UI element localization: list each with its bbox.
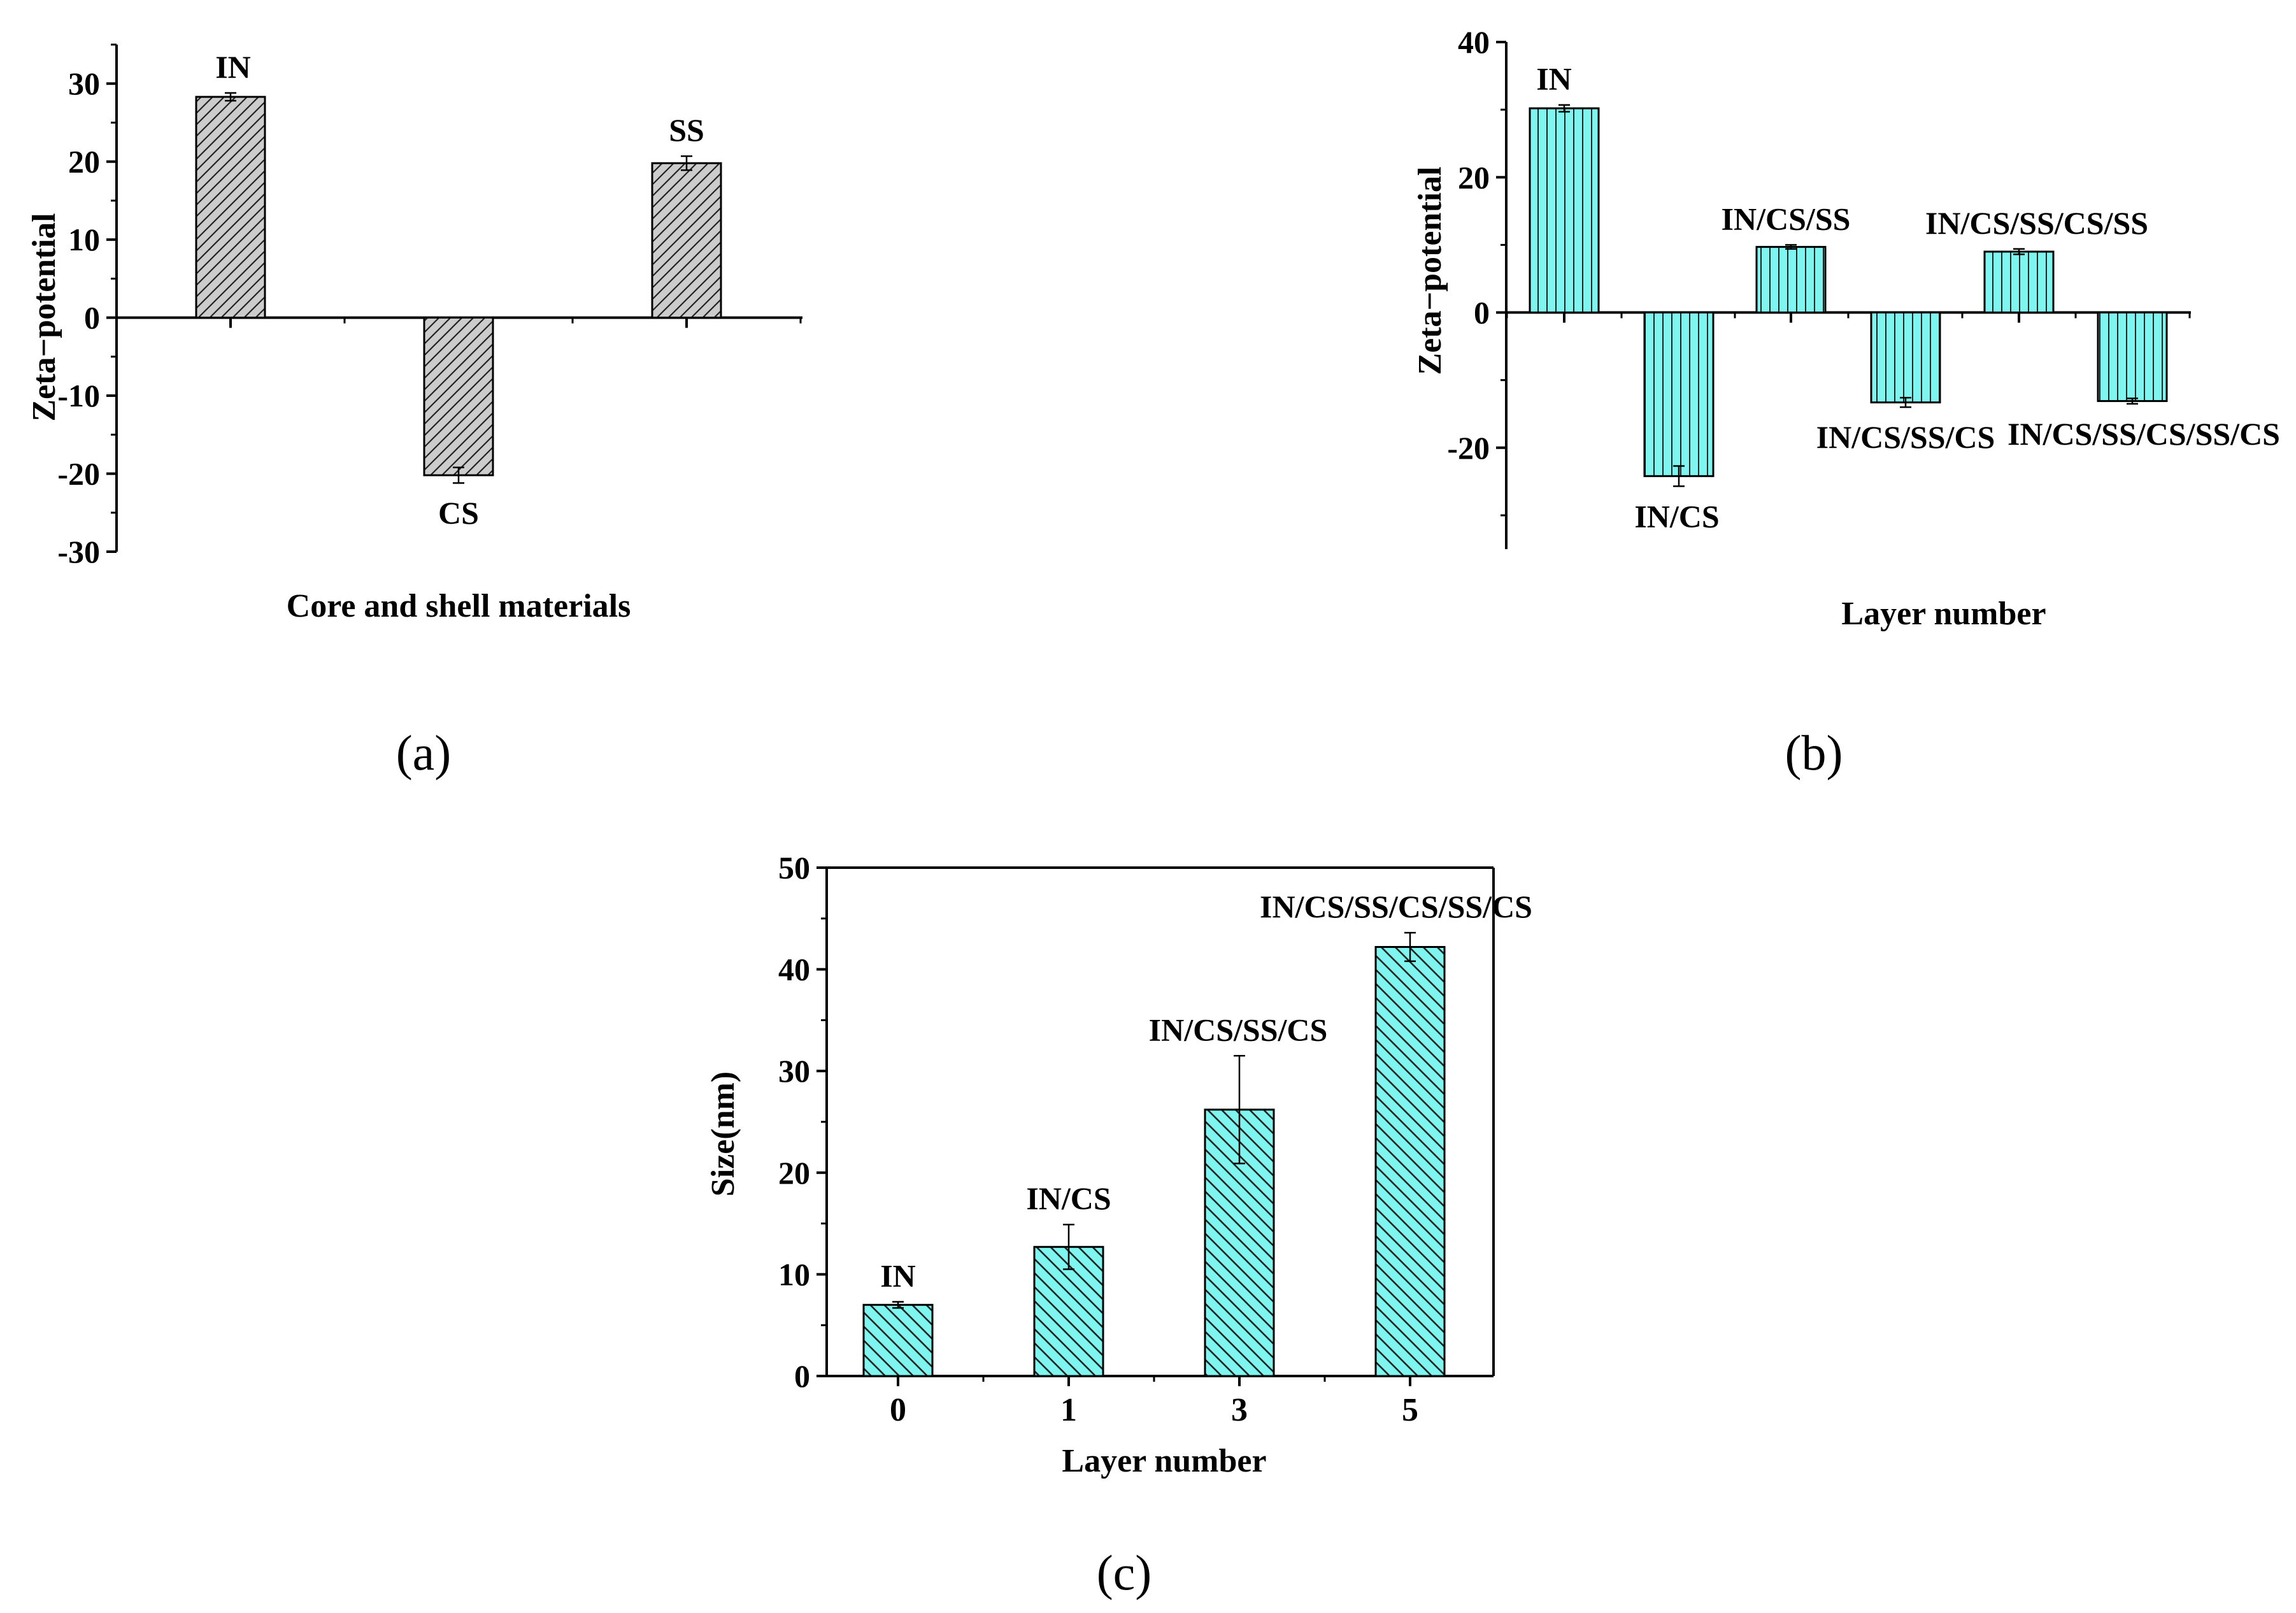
bar-label-0: IN [1536, 61, 1572, 97]
y-tick-label: 20 [1458, 159, 1490, 195]
y-tick-label: 50 [778, 850, 810, 885]
panel-b-chart: -20 0 20 40 IN IN/CS IN/CS/SS IN/CS/SS/CS IN/CS… [1412, 24, 2280, 780]
panel-c-chart: 0 10 20 30 40 50 0 1 3 5 IN IN/CS IN/CS/SS/CS IN/CS/… [705, 850, 1532, 1600]
bar-0 [1529, 107, 1600, 314]
bar-4 [1983, 250, 2055, 314]
panel-c-y-axis-title: Size(nm) [705, 1072, 741, 1196]
bar-2 [651, 162, 722, 319]
bar-label-1: IN/CS [1634, 498, 1719, 534]
bar-label-2: IN/CS/SS/CS [1149, 1012, 1328, 1047]
bar-label-3: IN/CS/SS/CS/SS/CS [1260, 889, 1532, 924]
panel-a-y-axis-title: Zeta−potential [26, 213, 62, 421]
bar-0 [195, 96, 266, 319]
y-tick-label: -10 [57, 378, 100, 413]
bar-5 [2097, 312, 2168, 403]
panel-c-bars: IN IN/CS IN/CS/SS/CS IN/CS/SS/CS/SS/CS [862, 889, 1532, 1377]
panel-b-x-axis-title: Layer number [1841, 596, 2046, 632]
panel-a-axes: -30 -20 -10 0 10 20 30 [57, 43, 802, 570]
y-tick-label: 10 [778, 1256, 810, 1292]
bar-1 [423, 317, 494, 477]
y-tick-label: 0 [1474, 295, 1490, 331]
panel-b-label: (b) [1785, 725, 1843, 780]
bar-label-0: IN [880, 1258, 916, 1293]
panel-a-chart: -30 -20 -10 0 10 20 30 IN CS SS Zeta−potential C… [26, 43, 802, 780]
bar-label-2: SS [669, 112, 704, 148]
bar-3 [1374, 945, 1446, 1377]
bar-label-2: IN/CS/SS [1722, 201, 1851, 236]
panel-a-label: (a) [396, 725, 452, 780]
y-tick-label: 40 [1458, 24, 1490, 60]
panel-c-label: (c) [1097, 1545, 1152, 1600]
y-tick-label: 20 [68, 144, 100, 180]
y-tick-label: 40 [778, 952, 810, 987]
y-tick-label: 30 [778, 1053, 810, 1089]
y-tick-label: 10 [68, 222, 100, 257]
y-tick-label: -20 [1447, 430, 1490, 466]
panel-b-y-axis-title: Zeta−potential [1412, 166, 1448, 375]
x-tick-label: 0 [890, 1392, 906, 1428]
panel-a-x-axis-title: Core and shell materials [287, 588, 631, 624]
y-tick-label: -20 [57, 456, 100, 492]
bar-1 [1033, 1245, 1104, 1377]
panel-a-bars: IN CS SS [195, 49, 722, 531]
panel-b-axes: -20 0 20 40 [1447, 24, 2191, 549]
panel-b-bars: IN IN/CS IN/CS/SS IN/CS/SS/CS IN/CS/SS/CS/SS… [1529, 61, 2280, 534]
bar-label-1: IN/CS [1026, 1180, 1111, 1216]
bar-2 [1755, 246, 1827, 314]
bar-0 [862, 1303, 934, 1377]
bar-3 [1870, 312, 1941, 404]
bar-label-5: IN/CS/SS/CS/SS/CS [2007, 416, 2280, 452]
x-tick-label: 5 [1402, 1392, 1418, 1428]
y-tick-label: 30 [68, 66, 100, 101]
x-tick-label: 3 [1231, 1392, 1248, 1428]
y-tick-label: -30 [57, 534, 100, 570]
y-tick-label: 0 [794, 1358, 810, 1394]
bar-label-0: IN [215, 49, 251, 85]
panel-c-x-axis-title: Layer number [1062, 1443, 1266, 1479]
bar-label-1: CS [438, 495, 479, 531]
bar-label-3: IN/CS/SS/CS [1816, 419, 1995, 455]
bar-label-4: IN/CS/SS/CS/SS [1925, 205, 2148, 241]
bar-1 [1643, 312, 1715, 477]
y-tick-label: 0 [84, 300, 100, 336]
x-tick-label: 1 [1060, 1392, 1077, 1428]
panel-c-axes: 0 10 20 30 40 50 0 1 3 5 [778, 850, 1495, 1428]
y-tick-label: 20 [778, 1155, 810, 1191]
